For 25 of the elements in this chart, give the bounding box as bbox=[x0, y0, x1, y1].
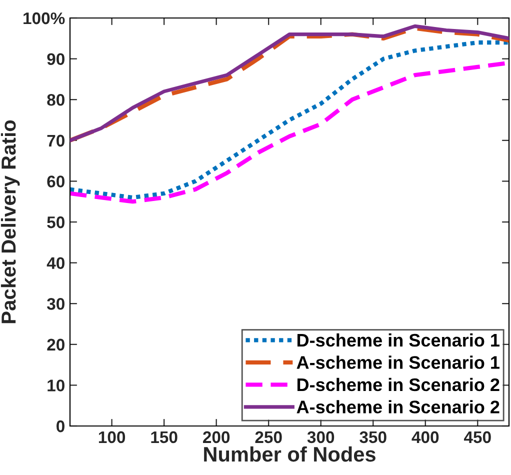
y-tick-label: 30 bbox=[46, 298, 64, 310]
y-tick-label: 10 bbox=[48, 380, 64, 392]
legend-label: D-scheme in Scenario 1 bbox=[297, 333, 500, 347]
x-tick-label: 150 bbox=[151, 431, 178, 444]
y-tick-label: 70 bbox=[47, 134, 64, 147]
x-axis-title: Number of Nodes bbox=[204, 446, 376, 462]
x-tick-label: 350 bbox=[360, 431, 386, 444]
y-tick-label: 0 bbox=[56, 420, 64, 432]
y-tick-label: 80 bbox=[47, 94, 64, 106]
y-tick-label: 90 bbox=[47, 53, 64, 66]
y-tick-label: 20 bbox=[47, 338, 64, 351]
x-tick-label: 300 bbox=[307, 431, 334, 444]
y-tick-label: 100% bbox=[24, 12, 65, 24]
legend-label: D-scheme in Scenario 2 bbox=[297, 378, 500, 392]
x-tick-label: 200 bbox=[203, 431, 230, 444]
x-tick-label: 450 bbox=[464, 431, 491, 444]
y-axis-title: Packet Delivery Ratio bbox=[0, 120, 20, 324]
y-tick-label: 50 bbox=[47, 216, 64, 228]
legend-label: A-scheme in Scenario 2 bbox=[296, 400, 500, 414]
legend-label: A-scheme in Scenario 1 bbox=[296, 356, 500, 369]
x-tick-label: 400 bbox=[412, 431, 439, 444]
y-tick-label: 40 bbox=[46, 257, 64, 270]
x-tick-label: 100 bbox=[98, 431, 126, 444]
y-tick-label: 60 bbox=[47, 176, 64, 188]
x-tick-label: 250 bbox=[255, 431, 282, 444]
